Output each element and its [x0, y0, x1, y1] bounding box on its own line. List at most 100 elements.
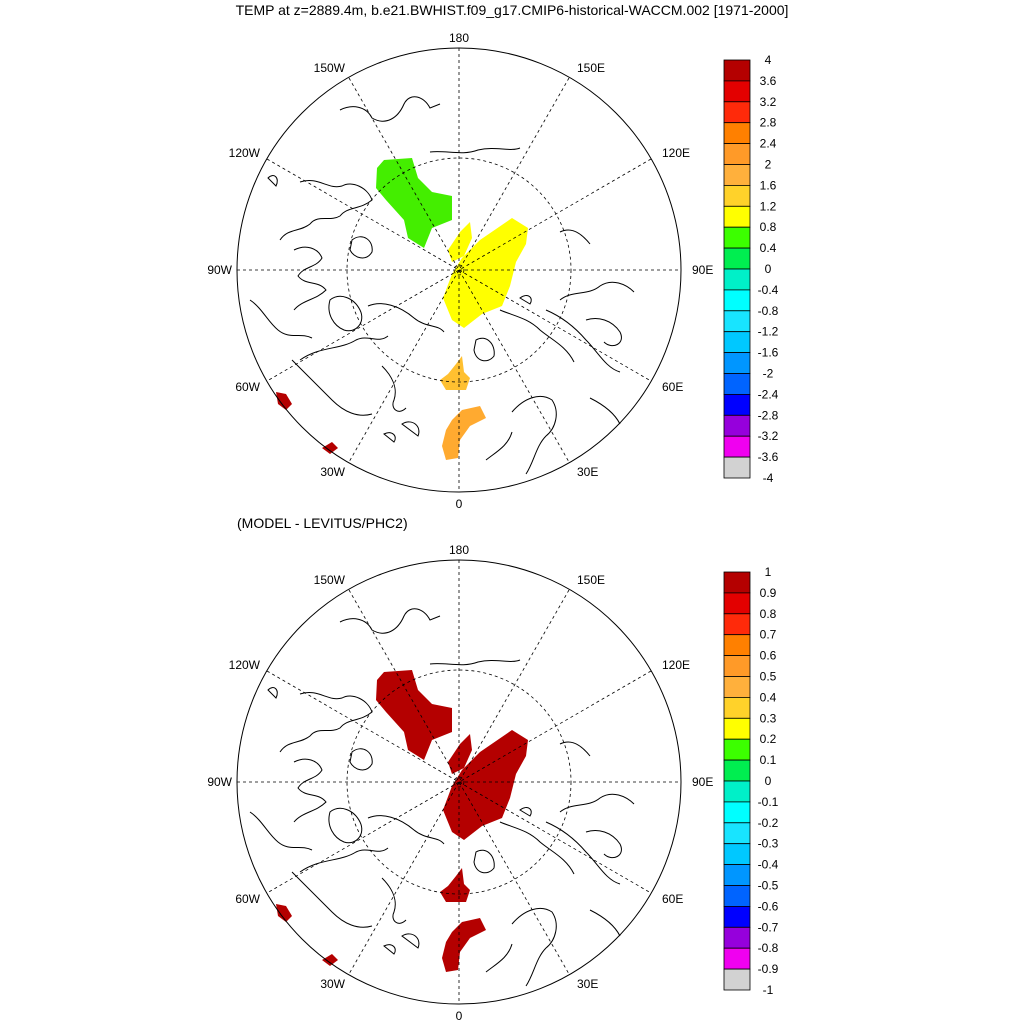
colorbar-tick-label: 3.2	[760, 95, 777, 109]
colorbar-box	[723, 926, 751, 949]
colorbar-tick-label: -2.8	[758, 408, 779, 422]
colorbar-box	[723, 634, 751, 656]
colorbar-tick-label: 2	[765, 158, 772, 172]
colorbar-tick-label: -0.4	[758, 858, 779, 872]
colorbar-box	[723, 247, 751, 270]
colorbar-tick-label: -0.2	[758, 816, 779, 830]
colorbar-box	[723, 780, 751, 803]
region-fram-strait	[440, 868, 470, 902]
colorbar-tick-label: -1.2	[758, 325, 779, 339]
colorbar-tick-label: -0.8	[758, 941, 779, 955]
colorbar-tick-label: 1.6	[760, 178, 777, 192]
lon-label-90w: 90W	[207, 263, 232, 277]
colorbar-box	[723, 717, 751, 740]
colorbar-box	[723, 676, 751, 698]
colorbar-box	[723, 843, 751, 866]
coastlines-top	[249, 96, 635, 475]
lon-label-90w: 90W	[207, 775, 232, 789]
colorbar-box	[723, 592, 751, 615]
coastlines-bottom	[249, 608, 635, 987]
lon-label-150e: 150E	[577, 573, 605, 587]
region-iceland-south	[322, 442, 338, 454]
colorbar-tick-label: -0.8	[758, 304, 779, 318]
colorbar-tick-label: 0.4	[760, 241, 777, 255]
colorbar-box	[723, 184, 751, 207]
colorbar-tick-label: -0.9	[758, 962, 779, 976]
region-fram-strait	[440, 356, 470, 390]
colorbar-tick-label: 4	[765, 53, 772, 67]
colorbar-tick-label: -0.3	[758, 837, 779, 851]
colorbar-tick-label: -3.2	[758, 429, 779, 443]
colorbar-box	[723, 205, 751, 228]
region-canada-basin	[376, 670, 452, 760]
colorbar-tick-label: -0.1	[758, 795, 779, 809]
colorbar-tick-label: 0.4	[760, 690, 777, 704]
colorbar-box	[723, 310, 751, 333]
colorbar-tick-label: -2	[763, 367, 774, 381]
colorbar-tick-label: 0.5	[760, 670, 777, 684]
lon-label-60w: 60W	[235, 380, 260, 394]
colorbar-box	[723, 226, 751, 249]
lon-label-30w: 30W	[320, 977, 345, 991]
colorbar-box	[723, 352, 751, 374]
lon-label-90e: 90E	[692, 263, 713, 277]
lon-label-120e: 120E	[662, 146, 690, 160]
colorbar-tick-label: -1	[763, 983, 774, 997]
colorbar-top: 4 3.6 3.2 2.8 2.4 2 1.6 1.2 0.8 0.4 0 -0.4 -0.8 -1.2 -…	[723, 53, 779, 485]
map-panel-top: 180 0 90W 90E 150W 120W 150E 120E 60W 30…	[207, 31, 778, 511]
region-eurasian-basin	[443, 218, 528, 328]
colorbar-box	[723, 435, 751, 458]
map-boundary-circle-top	[236, 47, 682, 493]
region-eurasian-basin-spur	[448, 734, 472, 774]
colorbar-tick-label: -3.6	[758, 450, 779, 464]
map-boundary-circle-bottom	[236, 559, 682, 1005]
colorbar-box	[723, 164, 751, 186]
latitude-circle-inner	[346, 669, 572, 895]
lon-label-180: 180	[449, 31, 469, 45]
lon-label-150e: 150E	[577, 61, 605, 75]
colorbar-box	[723, 414, 751, 437]
colorbar-tick-label: 0.8	[760, 220, 777, 234]
colorbar-tick-label: -0.5	[758, 879, 779, 893]
lon-label-60w: 60W	[235, 892, 260, 906]
lon-label-0: 0	[456, 497, 463, 511]
colorbar-tick-label: 1.2	[760, 199, 777, 213]
region-canada-basin	[376, 158, 452, 248]
colorbar-tick-label: -4	[763, 471, 774, 485]
lon-label-30e: 30E	[577, 977, 598, 991]
graticule-bottom	[237, 560, 681, 1004]
colorbar-box	[723, 864, 751, 886]
colorbar-box	[723, 289, 751, 312]
colorbar-tick-label: -0.7	[758, 920, 779, 934]
colorbar-tick-label: 0	[765, 262, 772, 276]
temperature-fill-top	[276, 158, 528, 460]
lon-label-90e: 90E	[692, 775, 713, 789]
colorbar-tick-label: 0.6	[760, 649, 777, 663]
colorbar-tick-label: -1.6	[758, 346, 779, 360]
latitude-circle-inner	[346, 157, 572, 383]
region-labrador-sea	[276, 904, 292, 922]
colorbar-tick-label: 0.2	[760, 732, 777, 746]
colorbar-tick-label: 0.9	[760, 586, 777, 600]
colorbar-bottom: 1 0.9 0.8 0.7 0.6 0.5 0.4 0.3 0.2 0.1 0 -0.1 -0.2 -0.…	[723, 565, 779, 997]
temperature-difference-fill-bottom	[276, 670, 528, 972]
region-eurasian-basin	[443, 730, 528, 840]
region-nordic-seas	[442, 918, 486, 972]
colorbar-box	[723, 696, 751, 719]
colorbar-tick-label: 0.8	[760, 607, 777, 621]
region-nordic-seas	[442, 406, 486, 460]
graticule-top	[237, 48, 681, 492]
colorbar-box	[723, 122, 751, 144]
region-labrador-sea	[276, 392, 292, 410]
pole-marker	[453, 776, 465, 788]
colorbar-box	[723, 268, 751, 291]
panel-subtitle: (MODEL - LEVITUS/PHC2)	[237, 515, 408, 531]
colorbar-tick-label: 2.8	[760, 116, 777, 130]
map-panel-bottom: 180 0 90W 90E 150W 120W 150E 120E 60W 30…	[207, 543, 778, 1023]
colorbar-tick-label: -0.4	[758, 283, 779, 297]
colorbar-tick-label: 0.7	[760, 628, 777, 642]
colorbar-box	[723, 822, 751, 845]
pole-marker	[453, 264, 465, 276]
lon-label-150w: 150W	[314, 573, 346, 587]
